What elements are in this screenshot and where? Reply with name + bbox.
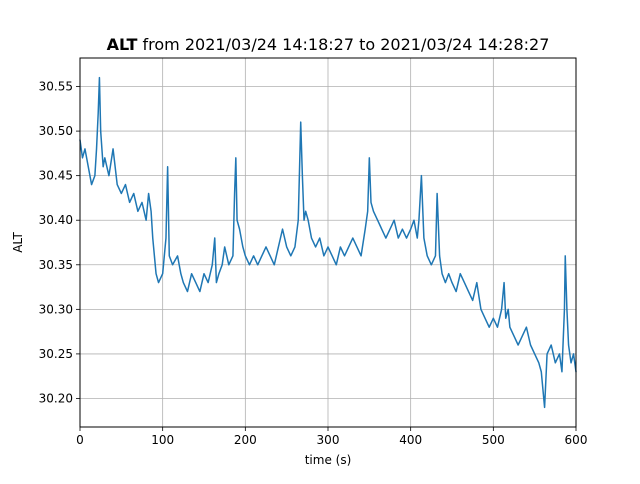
y-tick-label: 30.20: [39, 391, 73, 405]
x-tick-label: 100: [151, 433, 174, 447]
grid-lines: [79, 58, 577, 427]
x-axis-label: time (s): [305, 453, 352, 467]
x-tick-label: 300: [317, 433, 340, 447]
y-tick-label: 30.30: [39, 302, 73, 316]
x-tick-label: 200: [234, 433, 257, 447]
x-tick-label: 600: [565, 433, 588, 447]
chart-title-rest: from 2021/03/24 14:18:27 to 2021/03/24 1…: [137, 35, 549, 54]
x-tick-label: 400: [399, 433, 422, 447]
y-axis-label: ALT: [11, 232, 25, 253]
y-tick-label: 30.45: [39, 169, 73, 183]
x-axis: 0 100 200 300 400 500 600: [76, 427, 587, 447]
series-line-0: [79, 76, 577, 409]
x-tick-label: 500: [482, 433, 505, 447]
y-tick-label: 30.25: [39, 347, 73, 361]
x-tick-label: 0: [76, 433, 84, 447]
y-axis: 30.20 30.25 30.30 30.35 30.40 30.45 30.50 30.55: [39, 80, 80, 405]
series-group: [79, 76, 577, 409]
y-tick-label: 30.35: [39, 258, 73, 272]
y-tick-label: 30.50: [39, 124, 73, 138]
y-tick-label: 30.40: [39, 213, 73, 227]
chart-title: ALT from 2021/03/24 14:18:27 to 2021/03/…: [107, 35, 550, 54]
chart-title-bold: ALT: [107, 35, 138, 54]
y-tick-label: 30.55: [39, 80, 73, 94]
